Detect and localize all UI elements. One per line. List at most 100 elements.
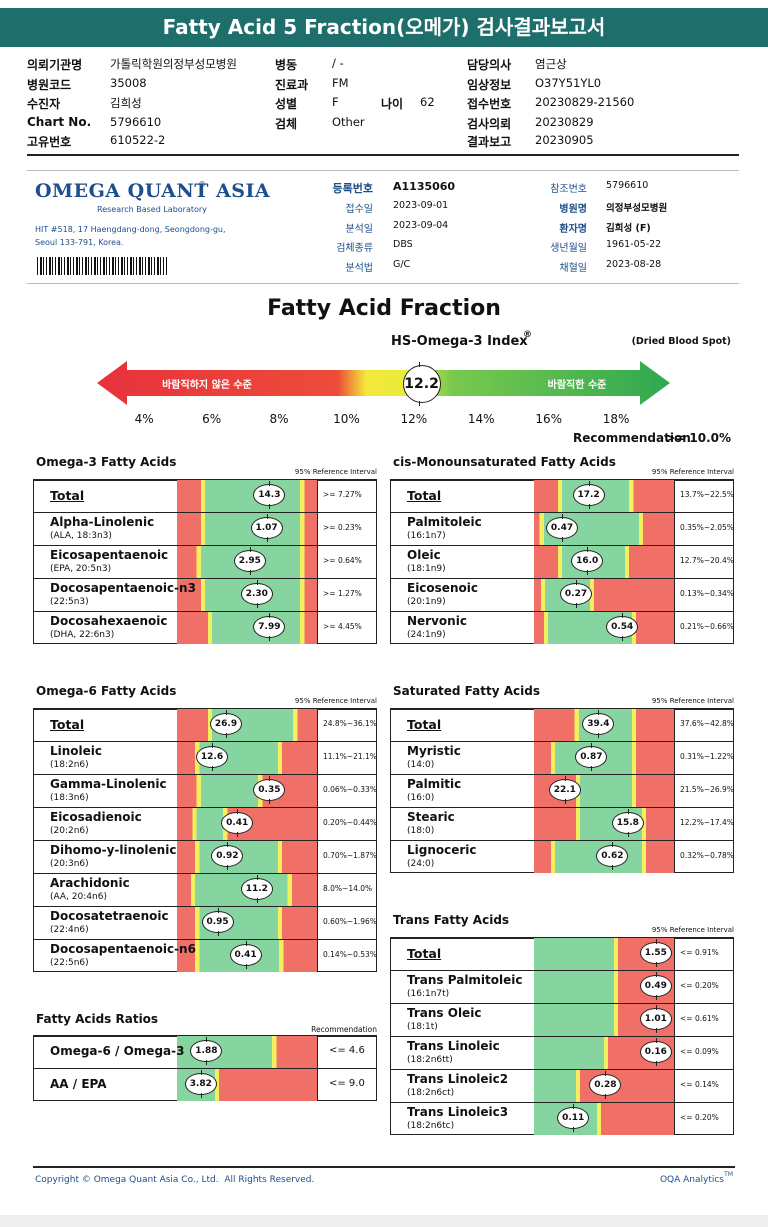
col-rule: [674, 1003, 675, 1036]
reference: 0.06%~0.33%: [323, 785, 377, 794]
info-label: 병동: [275, 58, 298, 72]
col-rule: [317, 873, 318, 906]
index-marker: 12.2: [402, 362, 441, 406]
lab-field-label: 참조번호: [550, 184, 587, 195]
info-value: 20230829-21560: [535, 95, 635, 109]
copyright: Copyright © Omega Quant Asia Co., Ltd. A…: [35, 1175, 315, 1185]
barcode: [37, 257, 167, 275]
row-name: Omega-6 / Omega-3: [50, 1044, 185, 1058]
lab-field-label: 병원명: [559, 204, 587, 215]
range-bar: [534, 546, 674, 578]
gauge-label: 바람직하지 않은 수준: [162, 380, 252, 391]
reference: 0.13%~0.34%: [680, 589, 734, 598]
gauge-tick-label: 12%: [400, 412, 428, 426]
col-rule: [674, 512, 675, 545]
reference: 8.0%~14.0%: [323, 884, 373, 893]
range-bar: [177, 612, 317, 644]
row-rule: [33, 741, 377, 742]
info-value: 가톨릭학원의정부성모병원: [110, 57, 237, 71]
panel-title: Omega-6 Fatty Acids: [36, 684, 177, 698]
value-bubble: 0.41: [221, 809, 254, 837]
row-sub: (18:0): [407, 826, 435, 836]
lab-tagline: Research Based Laboratory: [97, 205, 207, 214]
value-bubble: 0.27: [560, 580, 592, 608]
lab-logo-mark: ®: [198, 180, 206, 189]
reference: 12.2%~17.4%: [680, 818, 734, 827]
info-value: 20230905: [535, 133, 594, 147]
interval-label: 95% Reference Interval: [294, 468, 377, 476]
row-sub: (24:0): [407, 859, 435, 869]
value-bubble: 0.87: [575, 743, 608, 771]
row-name: Alpha-Linolenic: [50, 515, 155, 529]
info-value: 62: [420, 95, 435, 109]
row-rule: [33, 939, 377, 940]
value-bubble: 0.35: [253, 776, 286, 804]
panel-title: Fatty Acids Ratios: [36, 1012, 159, 1026]
title-bar: [0, 8, 768, 47]
row-rule: [33, 774, 377, 775]
brand-mark: TM: [724, 1171, 733, 1178]
row-sub: (16:1n7t): [407, 989, 450, 999]
info-value: 5796610: [110, 115, 162, 129]
row-name: Docosapentaenoic-n6: [50, 942, 196, 956]
gauge-tick-label: 4%: [134, 412, 154, 426]
row-sub: (22:5n6): [50, 958, 89, 968]
lab-field-value: DBS: [393, 239, 413, 250]
col-rule: [674, 937, 675, 970]
reference: 12.7%~20.4%: [680, 556, 734, 565]
recommendation: <= 9.0: [329, 1078, 365, 1089]
col-rule: [674, 479, 675, 512]
range-bar: [177, 513, 317, 545]
value-bubble: 0.11: [557, 1104, 590, 1132]
col-rule: [317, 611, 318, 644]
value-bubble: 14.3: [253, 481, 286, 509]
col-rule: [317, 774, 318, 807]
col-rule: [674, 708, 675, 741]
row-name: Trans Palmitoleic: [407, 973, 523, 987]
row-name: Oleic: [407, 548, 441, 562]
row-sub: (DHA, 22:6n3): [50, 630, 115, 640]
row-rule: [33, 611, 377, 612]
row-sub: (16:1n7): [407, 531, 446, 541]
row-sub: (16:0): [407, 793, 435, 803]
value-bubble: 0.62: [596, 842, 629, 870]
gauge-tick-label: 14%: [467, 412, 495, 426]
info-label: 진료과: [275, 78, 309, 92]
index-note: (Dried Blood Spot): [631, 336, 731, 347]
row-rule: [390, 1069, 734, 1070]
row-sub: (18:3n6): [50, 793, 89, 803]
info-label: 담당의사: [467, 58, 512, 72]
reference: <= 0.20%: [680, 1113, 719, 1122]
lab-logo: OMEGA QUANT ASIA: [35, 180, 271, 202]
row-rule: [390, 970, 734, 971]
col-rule: [317, 512, 318, 545]
row-name: Linoleic: [50, 744, 103, 758]
info-value: / -: [332, 56, 344, 70]
lab-field-label: 분석법: [345, 263, 373, 274]
row-name: Trans Linoleic2: [407, 1072, 509, 1086]
row-rule: [390, 578, 734, 579]
row-rule: [33, 1068, 377, 1069]
reference: 0.31%~1.22%: [680, 752, 734, 761]
info-label: 성별: [275, 97, 298, 111]
reference: 0.21%~0.66%: [680, 622, 734, 631]
row-name: Eicosapentaenoic: [50, 548, 169, 562]
range-bar: [534, 612, 674, 644]
row-name: Eicosenoic: [407, 581, 478, 595]
row-rule: [33, 906, 377, 907]
report-title: Fatty Acid 5 Fraction(오메가) 검사결과보고서: [162, 15, 606, 39]
lab-field-value: 의정부성모병원: [606, 203, 668, 214]
info-label: 결과보고: [467, 135, 512, 149]
reference: >= 7.27%: [323, 490, 362, 499]
row-rule: [390, 840, 734, 841]
reference: 11.1%~21.1%: [323, 752, 377, 761]
col-rule: [674, 611, 675, 644]
panel-title: Trans Fatty Acids: [393, 913, 510, 927]
info-value: 35008: [110, 76, 147, 90]
row-name: Trans Oleic: [407, 1006, 482, 1020]
reference: 0.14%~0.53%: [323, 950, 377, 959]
footer-rule: [33, 1166, 735, 1168]
lab-field-label: 생년월일: [550, 243, 587, 254]
value-bubble: 0.54: [606, 613, 639, 641]
